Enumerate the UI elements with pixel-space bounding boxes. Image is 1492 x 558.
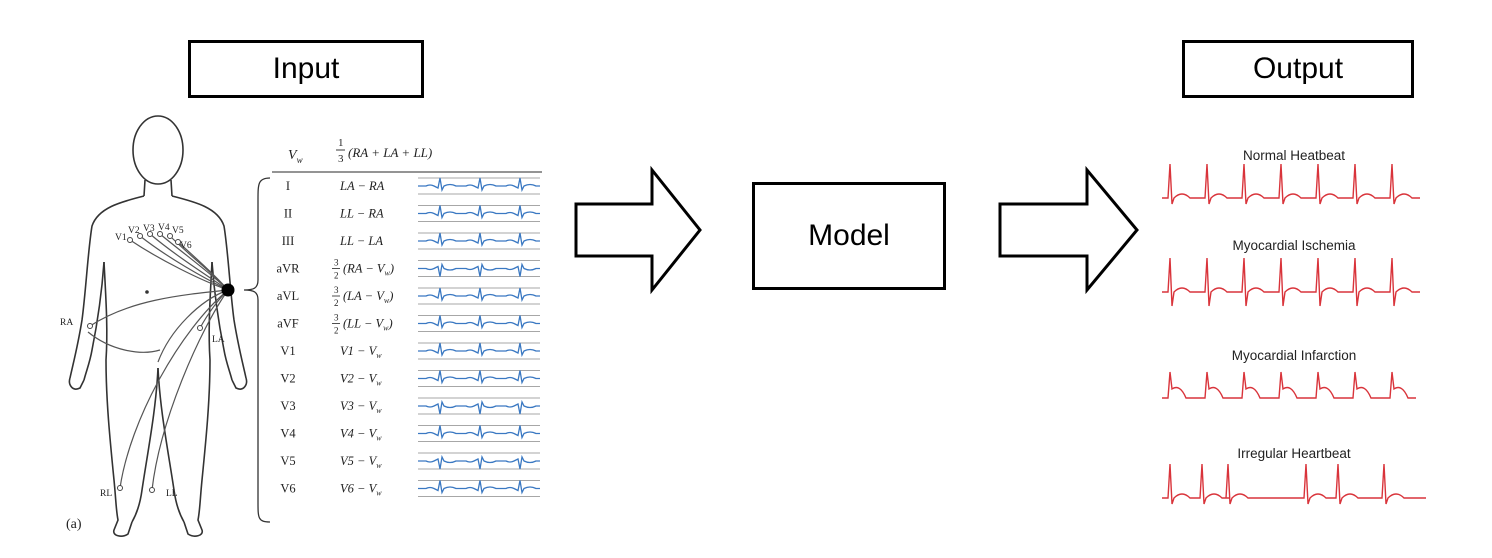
arrow-input-to-model bbox=[574, 165, 702, 295]
model-box: Model bbox=[752, 182, 946, 290]
condition-label: Normal Heatbeat bbox=[1243, 148, 1345, 163]
lead-trace bbox=[418, 480, 540, 495]
lead-row: V3 V3 − Vw bbox=[280, 397, 540, 415]
condition-label: Myocardial Infarction bbox=[1232, 348, 1357, 363]
chest-lead-label: V2 bbox=[128, 226, 140, 236]
condition-trace bbox=[1162, 257, 1420, 307]
lead-trace bbox=[418, 399, 540, 415]
lead-formula: V4 − Vw bbox=[340, 427, 382, 443]
lead-name: V4 bbox=[280, 427, 296, 441]
condition-trace bbox=[1162, 163, 1420, 205]
lead-row: aVR 3 2 (RA − Vw) bbox=[277, 258, 540, 281]
input-label: Input bbox=[272, 52, 340, 85]
lead-formula: LL − LA bbox=[339, 234, 383, 248]
electrodes bbox=[87, 231, 203, 493]
lead-formula: V3 − Vw bbox=[340, 399, 382, 415]
lead-coef-num: 3 bbox=[334, 285, 339, 295]
condition-group: Normal Heatbeat bbox=[1162, 148, 1420, 205]
lead-trace bbox=[418, 287, 540, 303]
chest-lead-label: V4 bbox=[158, 223, 170, 233]
limb-label-rl: RL bbox=[100, 489, 112, 499]
lead-trace bbox=[418, 454, 540, 470]
lead-row: aVL 3 2 (LA − Vw) bbox=[277, 285, 540, 308]
lead-name: I bbox=[286, 179, 290, 193]
chest-lead-label: V5 bbox=[172, 226, 184, 236]
lead-row: III LL − LA bbox=[282, 232, 540, 250]
condition-group: Myocardial Infarction bbox=[1162, 348, 1416, 399]
lead-coef-den: 2 bbox=[334, 298, 339, 308]
lead-trace bbox=[418, 370, 540, 385]
condition-group: Myocardial Ischemia bbox=[1162, 238, 1420, 307]
lead-row: V2 V2 − Vw bbox=[280, 370, 540, 388]
lead-name: V6 bbox=[280, 482, 295, 496]
figure-tag: (a) bbox=[66, 517, 82, 532]
lead-row: II LL − RA bbox=[284, 205, 540, 222]
header-coef-num: 1 bbox=[338, 137, 344, 149]
electrode-hub bbox=[221, 283, 235, 297]
lead-trace bbox=[418, 262, 540, 277]
lead-formula: (RA − Vw) bbox=[343, 262, 394, 278]
lead-coef-num: 3 bbox=[334, 313, 339, 323]
lead-trace bbox=[418, 315, 540, 330]
lead-coef-den: 2 bbox=[334, 326, 339, 336]
condition-group: Irregular Heartbeat bbox=[1162, 446, 1426, 505]
lead-trace bbox=[418, 425, 540, 440]
condition-label: Irregular Heartbeat bbox=[1237, 446, 1351, 461]
lead-row: aVF 3 2 (LL − Vw) bbox=[277, 313, 540, 336]
condition-trace bbox=[1162, 463, 1426, 505]
chest-lead-label: V1 bbox=[115, 233, 127, 243]
lead-brace bbox=[243, 177, 271, 523]
lead-formula: (LL − Vw) bbox=[343, 317, 393, 333]
limb-label-ra: RA bbox=[60, 318, 73, 328]
condition-trace bbox=[1162, 371, 1416, 399]
lead-name: aVR bbox=[277, 262, 301, 276]
lead-trace bbox=[418, 177, 540, 193]
condition-label: Myocardial Ischemia bbox=[1232, 238, 1356, 253]
limb-label-la: LA bbox=[212, 335, 225, 345]
output-ecg-panel: Normal Heatbeat Myocardial Ischemia Myocar… bbox=[1162, 148, 1426, 505]
header-coef-den: 3 bbox=[338, 153, 344, 165]
chest-lead-label: V3 bbox=[143, 224, 155, 234]
lead-formula: V6 − Vw bbox=[340, 482, 382, 498]
lead-row: V1 V1 − Vw bbox=[280, 342, 540, 360]
lead-trace bbox=[418, 205, 540, 220]
lead-formula: V2 − Vw bbox=[340, 372, 382, 388]
lead-name: V5 bbox=[280, 454, 295, 468]
model-label: Model bbox=[808, 219, 890, 252]
lead-name: V1 bbox=[280, 344, 295, 358]
lead-row: V5 V5 − Vw bbox=[280, 452, 540, 470]
lead-name: III bbox=[282, 234, 295, 248]
lead-formula: V1 − Vw bbox=[340, 344, 382, 360]
chest-lead-label: V6 bbox=[180, 241, 192, 251]
arrow-model-to-output bbox=[998, 165, 1139, 295]
body-figure bbox=[68, 115, 248, 537]
lead-row: V4 V4 − Vw bbox=[280, 425, 540, 443]
lead-header-formula: (RA + LA + LL) bbox=[348, 145, 432, 160]
electrode-labels: V1 V2 V3 V4 V5 V6 RA LA RL LL bbox=[60, 223, 225, 499]
input-label-box: Input bbox=[188, 40, 424, 98]
output-label-box: Output bbox=[1182, 40, 1414, 98]
lead-coef-num: 3 bbox=[334, 258, 339, 268]
lead-name: V2 bbox=[280, 372, 295, 386]
lead-row: V6 V6 − Vw bbox=[280, 480, 540, 498]
lead-row: I LA − RA bbox=[286, 177, 540, 195]
lead-name: II bbox=[284, 207, 292, 221]
output-label: Output bbox=[1252, 52, 1344, 85]
electrode-wires bbox=[87, 233, 229, 491]
limb-label-ll: LL bbox=[166, 489, 178, 499]
lead-formula: LA − RA bbox=[339, 179, 385, 193]
lead-trace bbox=[418, 232, 540, 248]
lead-coef-den: 2 bbox=[334, 271, 339, 281]
lead-name: aVL bbox=[277, 289, 299, 303]
lead-formula: LL − RA bbox=[339, 207, 384, 221]
lead-header-name: Vw bbox=[288, 148, 303, 165]
lead-trace bbox=[418, 342, 540, 358]
lead-name: V3 bbox=[280, 399, 295, 413]
lead-name: aVF bbox=[277, 317, 299, 331]
lead-formula: (LA − Vw) bbox=[343, 289, 393, 305]
lead-formula: V5 − Vw bbox=[340, 454, 382, 470]
